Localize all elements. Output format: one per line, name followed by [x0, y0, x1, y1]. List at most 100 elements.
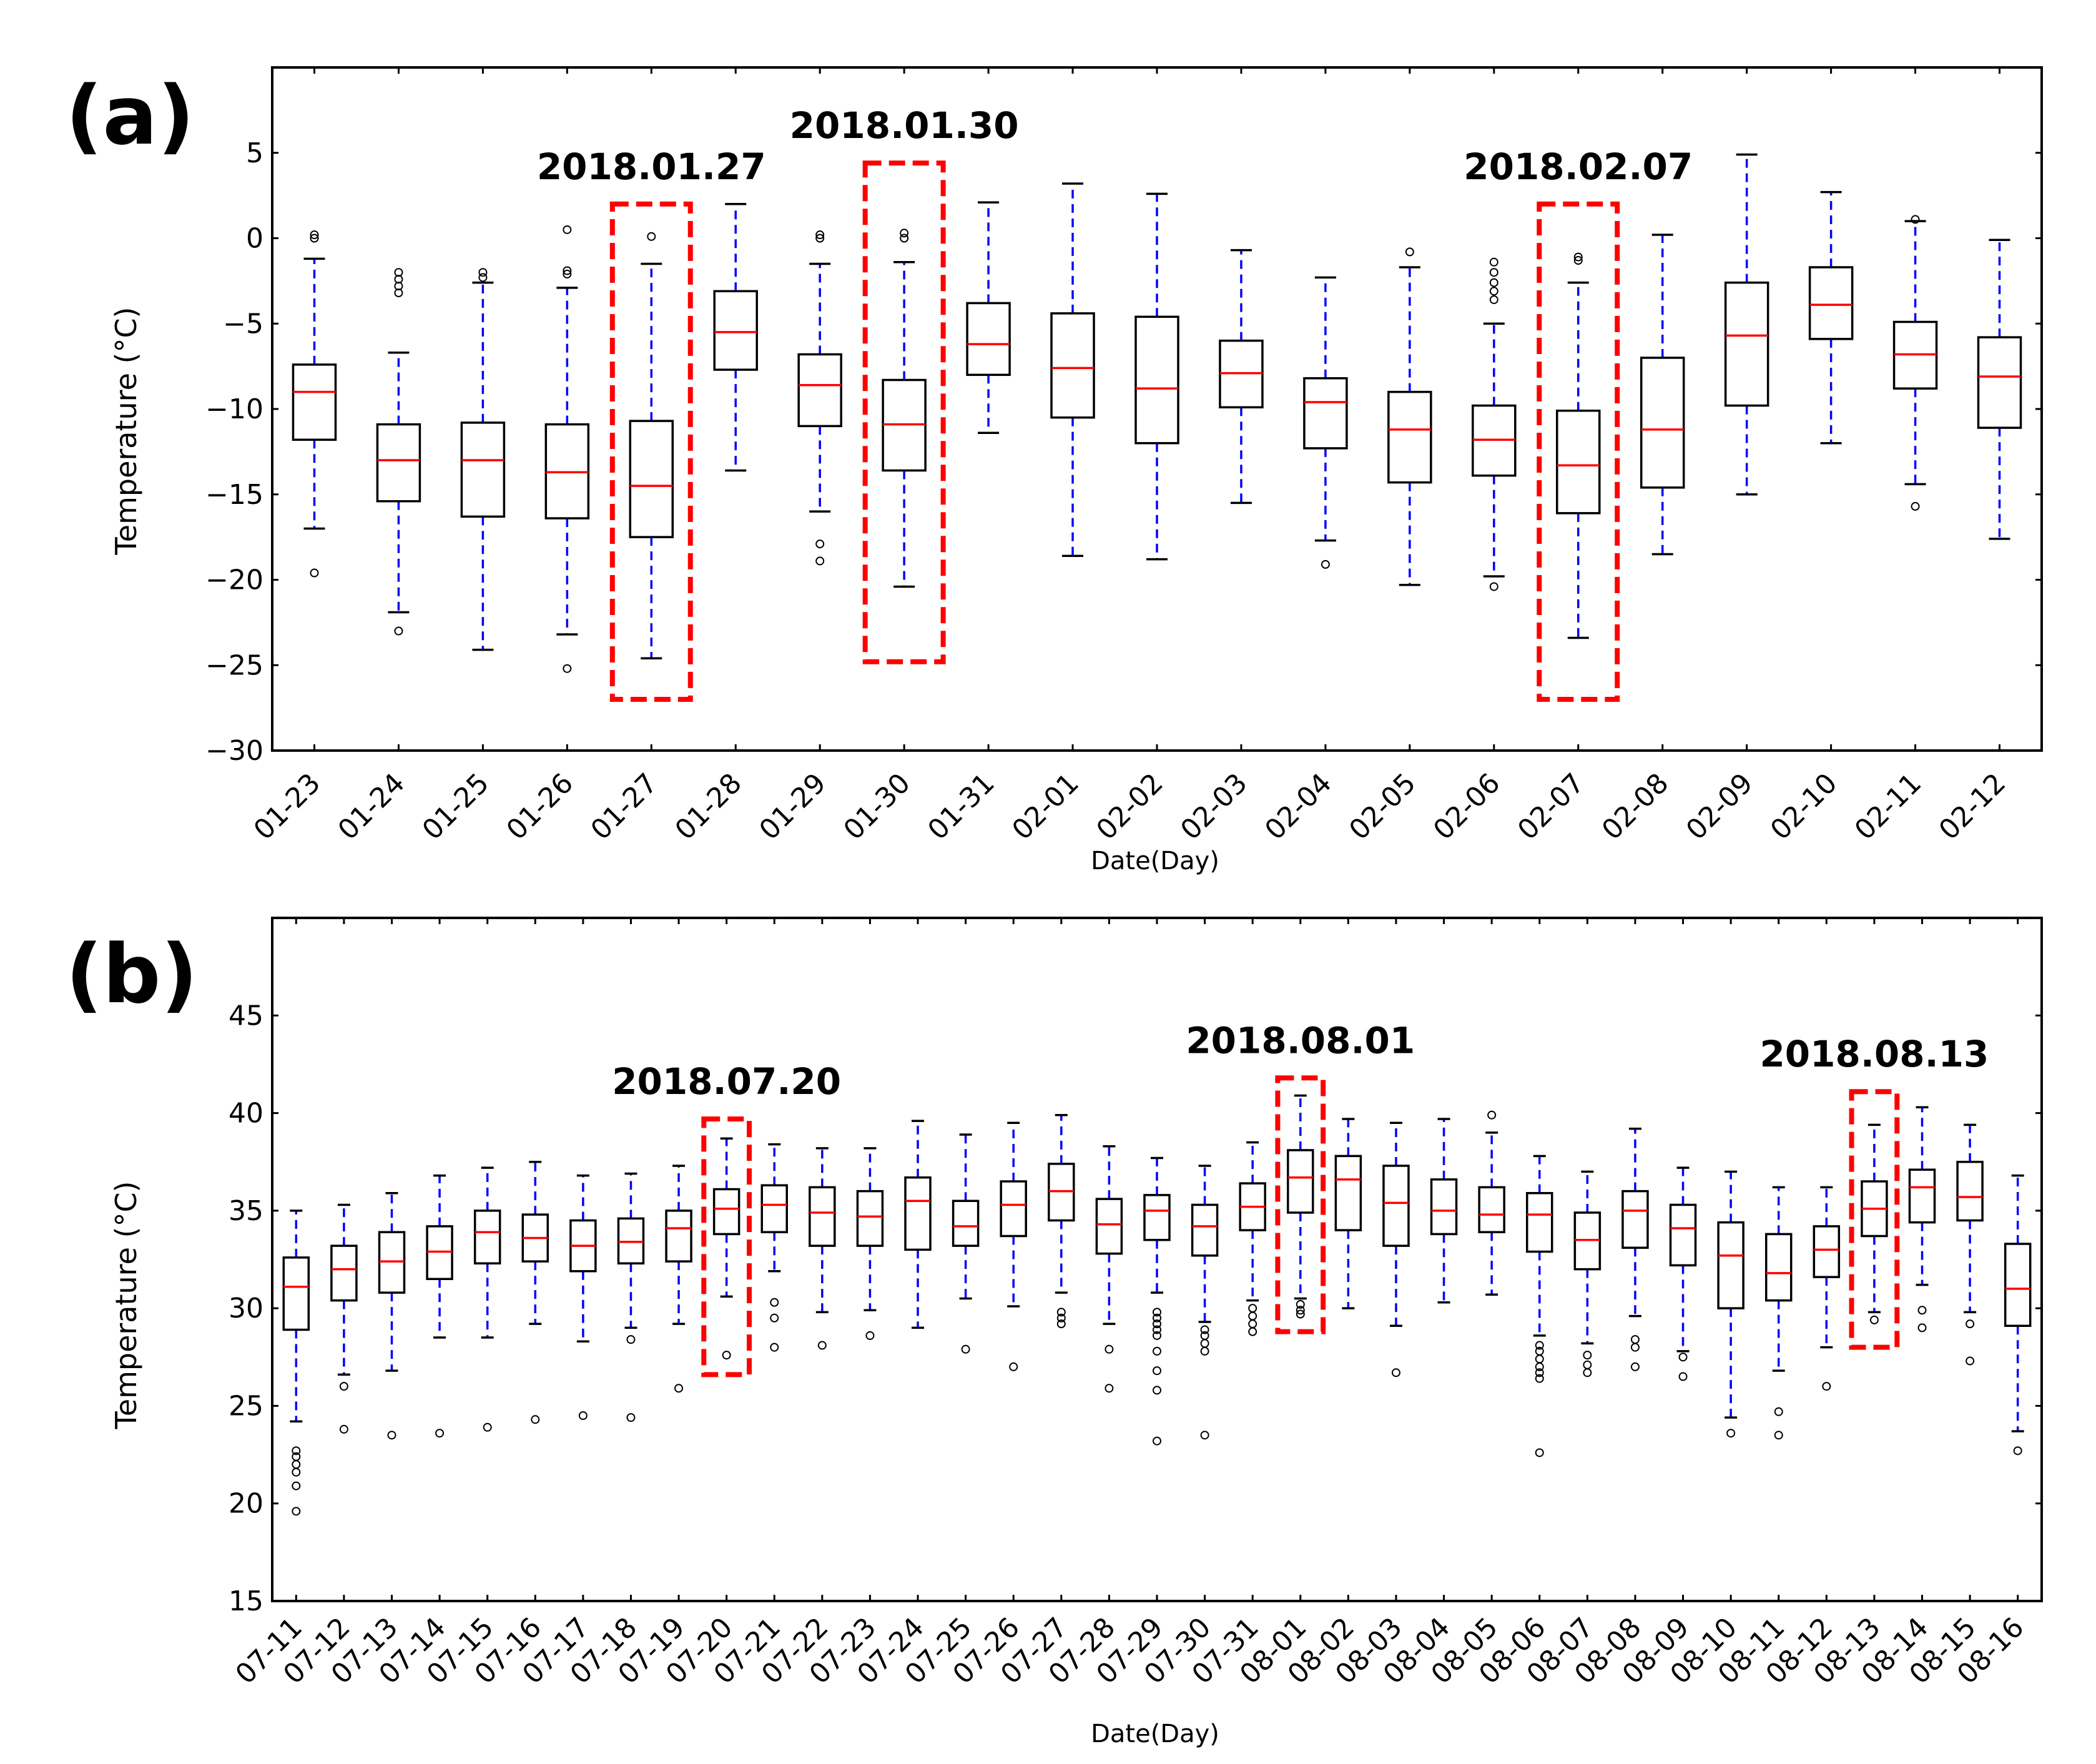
xtick-label-a: 01-28: [669, 767, 748, 846]
flier-point: [1009, 1362, 1018, 1371]
flier-point: [770, 1313, 779, 1323]
box-b-07-14: [426, 1174, 453, 1438]
flier-point: [1966, 1319, 1975, 1329]
flier-point: [339, 1424, 348, 1434]
box-a-01-26: [544, 225, 590, 673]
iqr-box: [809, 1186, 836, 1247]
iqr-box: [1334, 1155, 1362, 1231]
box-b-08-01: [1287, 1094, 1314, 1319]
box-b-07-21: [760, 1143, 788, 1352]
flier-point: [1296, 1306, 1305, 1315]
flier-point: [1153, 1313, 1161, 1323]
flier-point: [1678, 1353, 1688, 1362]
box-b-07-11: [282, 1210, 310, 1516]
flier-point: [1296, 1299, 1305, 1309]
flier-point: [1153, 1386, 1161, 1395]
xtick-label-a: 02-01: [1006, 767, 1085, 846]
flier-point: [1056, 1308, 1066, 1317]
highlight-box-2018.01.30: [862, 160, 946, 664]
iqr-box: [904, 1176, 932, 1251]
flier-point: [1405, 247, 1414, 257]
flier-point: [1535, 1448, 1544, 1457]
flier-point: [1248, 1304, 1257, 1313]
flier-point: [1911, 215, 1920, 224]
xtick-label-a: 02-12: [1933, 767, 2012, 846]
box-b-07-28: [1095, 1145, 1123, 1393]
xtick-label-a: 02-09: [1680, 767, 1759, 846]
iqr-box: [797, 353, 842, 428]
iqr-box: [1143, 1194, 1171, 1241]
iqr-box: [952, 1200, 980, 1247]
box-b-08-09: [1669, 1166, 1697, 1381]
flier-point: [815, 540, 825, 549]
box-b-08-02: [1334, 1118, 1362, 1309]
highlight-box-2018.01.27: [609, 201, 693, 702]
flier-point: [1535, 1354, 1544, 1364]
box-b-08-06: [1526, 1155, 1553, 1457]
iqr-box: [1813, 1225, 1841, 1278]
panel-b-label: (b): [66, 927, 198, 1022]
flier-point: [1911, 501, 1920, 511]
highlight-box-2018.08.13: [1849, 1089, 1900, 1350]
xtick-label-a: 02-05: [1343, 767, 1422, 846]
box-b-07-15: [473, 1166, 501, 1432]
ytick-label-a: 0: [246, 223, 263, 255]
iqr-box: [966, 302, 1011, 377]
xtick-label-a: 01-31: [922, 767, 1000, 846]
box-b-07-29: [1143, 1156, 1171, 1446]
flier-point: [1917, 1306, 1927, 1315]
flier-point: [1248, 1311, 1257, 1321]
iqr-box: [1382, 1165, 1410, 1247]
xtick-label-a: 02-08: [1596, 767, 1675, 846]
flier-point: [1726, 1429, 1736, 1438]
ytick-label-b: 35: [229, 1195, 263, 1227]
iqr-box: [292, 363, 337, 441]
box-b-07-18: [617, 1172, 645, 1422]
box-b-07-22: [809, 1147, 836, 1350]
box-a-02-08: [1640, 234, 1685, 556]
flier-point: [1774, 1431, 1783, 1440]
ytick-label-b: 45: [229, 1000, 263, 1032]
flier-point: [961, 1344, 970, 1354]
flier-point: [1248, 1319, 1257, 1329]
panel-b: (b) Temperature (°C) Date(Day) 15 20 25 30 3…: [66, 917, 2043, 1748]
flier-point: [900, 234, 909, 243]
flier-point: [722, 1351, 731, 1360]
iqr-box: [1621, 1190, 1649, 1249]
flier-point: [1869, 1315, 1879, 1324]
flier-point: [292, 1460, 301, 1469]
iqr-box: [1956, 1160, 1984, 1222]
ytick-label-b: 30: [229, 1293, 263, 1324]
ytick-label-b: 15: [229, 1585, 263, 1617]
xtick-label-a: 02-04: [1259, 767, 1337, 846]
iqr-box: [1808, 266, 1854, 340]
box-b-08-03: [1382, 1121, 1410, 1377]
flier-point: [578, 1411, 588, 1421]
flier-point: [292, 1467, 301, 1477]
highlight-label-2018.01.27: 2018.01.27: [537, 145, 766, 188]
flier-point: [1535, 1341, 1544, 1350]
box-a-01-31: [966, 201, 1011, 435]
flier-point: [817, 1341, 827, 1350]
flier-point: [1917, 1323, 1927, 1333]
iqr-box: [1191, 1203, 1219, 1257]
box-b-07-26: [1000, 1121, 1027, 1371]
box-a-02-06: [1472, 257, 1517, 591]
panel-a: (a) Temperature (°C) Date(Day) −30 −25 −20…: [66, 66, 2043, 875]
highlight-label-2018.02.07: 2018.02.07: [1464, 145, 1693, 188]
box-a-02-05: [1387, 247, 1432, 586]
highlight-box-2018.07.20: [701, 1116, 752, 1377]
iqr-box: [1134, 315, 1179, 445]
iqr-box: [1977, 336, 2022, 429]
box-a-01-23: [292, 230, 337, 578]
iqr-box: [2004, 1243, 2032, 1328]
ytick-label-a: −5: [223, 308, 263, 340]
flier-point: [1774, 1407, 1783, 1416]
flier-point: [1630, 1362, 1640, 1371]
iqr-box: [1095, 1198, 1123, 1255]
flier-point: [1391, 1368, 1400, 1377]
iqr-box: [460, 421, 506, 518]
flier-point: [865, 1331, 875, 1340]
flier-point: [1105, 1344, 1114, 1354]
